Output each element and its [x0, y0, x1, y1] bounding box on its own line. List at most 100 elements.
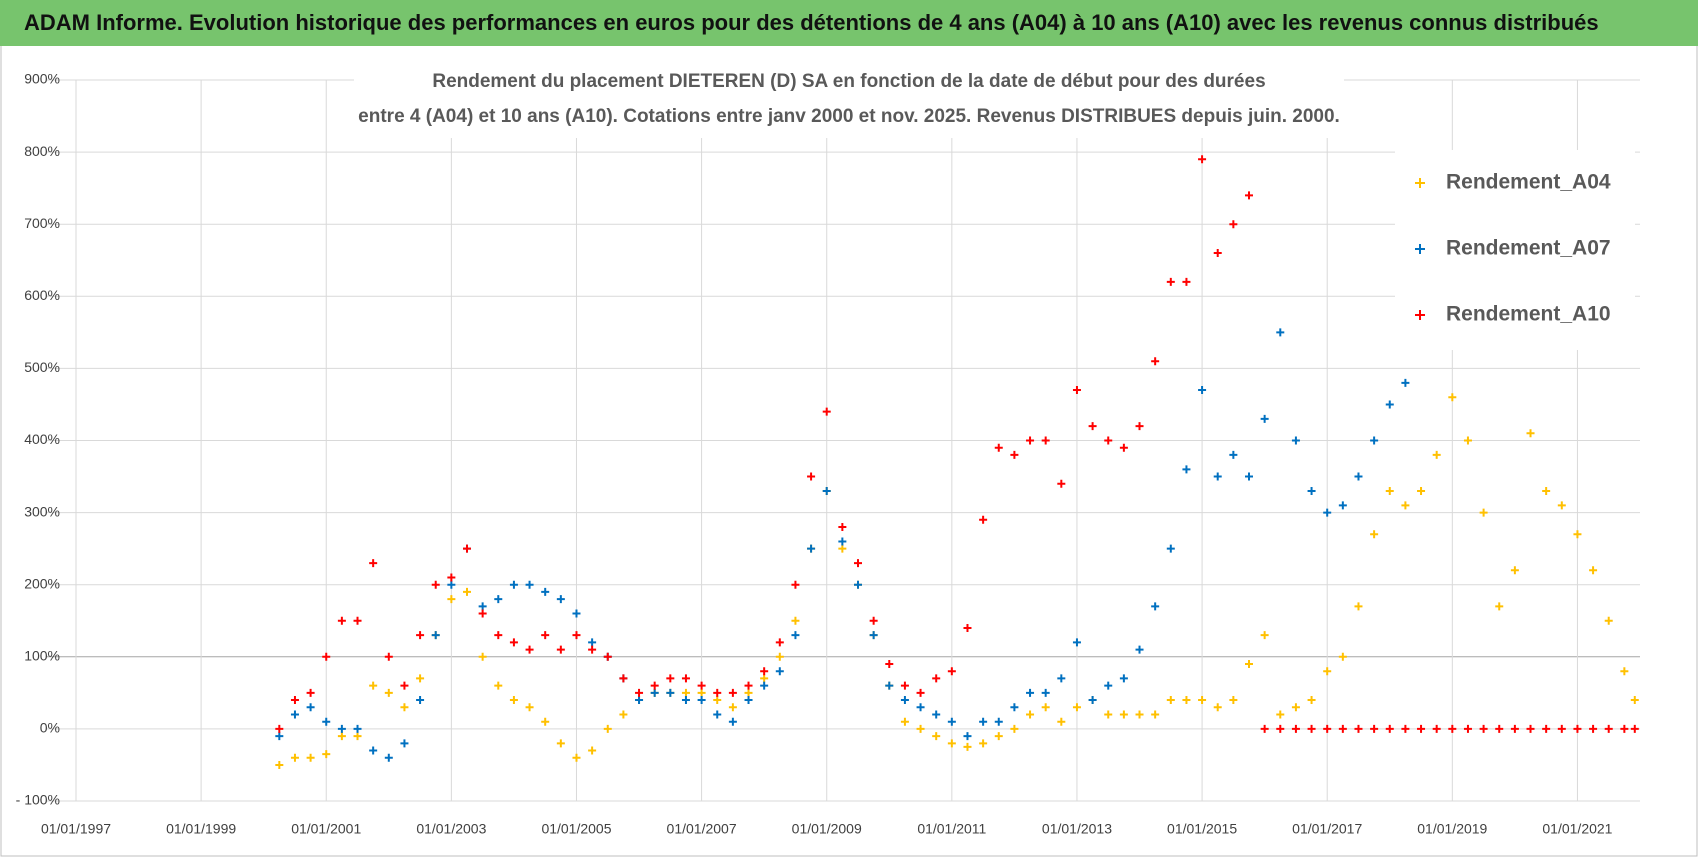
point — [1589, 566, 1598, 575]
point — [713, 696, 722, 705]
point — [509, 580, 518, 589]
point — [1479, 508, 1488, 517]
point — [1510, 566, 1519, 575]
point — [994, 717, 1003, 726]
point — [1573, 530, 1582, 539]
point — [494, 681, 503, 690]
point — [619, 710, 628, 719]
legend-marker — [1415, 310, 1425, 320]
point — [979, 739, 988, 748]
point — [1276, 724, 1285, 733]
point — [666, 674, 675, 683]
point — [775, 652, 784, 661]
point — [650, 688, 659, 697]
point — [963, 732, 972, 741]
point — [775, 667, 784, 676]
point — [337, 732, 346, 741]
point — [1417, 724, 1426, 733]
point — [947, 717, 956, 726]
point — [807, 472, 816, 481]
point — [1041, 436, 1050, 445]
point — [932, 674, 941, 683]
point — [1041, 703, 1050, 712]
point — [760, 674, 769, 683]
point — [541, 587, 550, 596]
point — [1213, 249, 1222, 258]
point — [1135, 710, 1144, 719]
point — [650, 681, 659, 690]
point — [1213, 472, 1222, 481]
point — [1072, 638, 1081, 647]
point — [290, 753, 299, 762]
point — [416, 631, 425, 640]
point — [666, 688, 675, 697]
point — [1104, 681, 1113, 690]
point — [353, 616, 362, 625]
point — [681, 696, 690, 705]
point — [1135, 645, 1144, 654]
point — [1307, 486, 1316, 495]
point — [838, 537, 847, 546]
point — [1245, 472, 1253, 481]
point — [478, 652, 487, 661]
point — [603, 724, 612, 733]
point — [744, 688, 753, 697]
point — [1151, 357, 1160, 366]
point — [588, 645, 597, 654]
point — [1088, 696, 1097, 705]
y-tick-label: 200% — [24, 575, 60, 591]
x-tick-label: 01/01/2009 — [792, 821, 862, 837]
point — [1182, 277, 1191, 286]
point — [556, 595, 565, 604]
point — [1620, 724, 1629, 733]
point — [1119, 710, 1128, 719]
point — [588, 638, 597, 647]
point — [306, 753, 315, 762]
point — [478, 609, 487, 618]
point — [1370, 436, 1379, 445]
subtitle-line: entre 4 (A04) et 10 ans (A10). Cotations… — [358, 106, 1340, 127]
point — [838, 544, 847, 553]
point — [322, 652, 331, 661]
x-tick-label: 01/01/2015 — [1167, 821, 1237, 837]
subtitle-line: Rendement du placement DIETEREN (D) SA e… — [432, 71, 1265, 92]
point — [525, 703, 534, 712]
x-tick-label: 01/01/2013 — [1042, 821, 1112, 837]
point — [1354, 724, 1363, 733]
legend-label: Rendement_A04 — [1446, 171, 1611, 194]
point — [1166, 277, 1175, 286]
point — [1542, 486, 1551, 495]
point — [994, 443, 1003, 452]
point — [713, 710, 722, 719]
point — [1245, 191, 1253, 200]
point — [869, 616, 878, 625]
point — [1448, 393, 1457, 402]
point — [337, 724, 346, 733]
point — [775, 638, 784, 647]
point — [1010, 703, 1019, 712]
point — [1119, 443, 1128, 452]
point — [588, 746, 597, 755]
x-tick-label: 01/01/2003 — [416, 821, 486, 837]
point — [353, 724, 362, 733]
y-tick-label: 700% — [24, 215, 60, 231]
point — [1526, 724, 1535, 733]
point — [822, 486, 831, 495]
point — [697, 688, 706, 697]
point — [525, 645, 534, 654]
point — [1166, 544, 1175, 553]
point — [760, 681, 769, 690]
point — [1385, 724, 1394, 733]
point — [1620, 667, 1629, 676]
point — [838, 523, 847, 532]
x-tick-label: 01/01/2001 — [291, 821, 361, 837]
y-tick-label: 600% — [24, 287, 60, 303]
point — [400, 739, 409, 748]
x-tick-label: 01/01/2005 — [541, 821, 611, 837]
point — [1166, 696, 1175, 705]
point — [1198, 696, 1207, 705]
point — [1151, 710, 1160, 719]
point — [1354, 602, 1363, 611]
